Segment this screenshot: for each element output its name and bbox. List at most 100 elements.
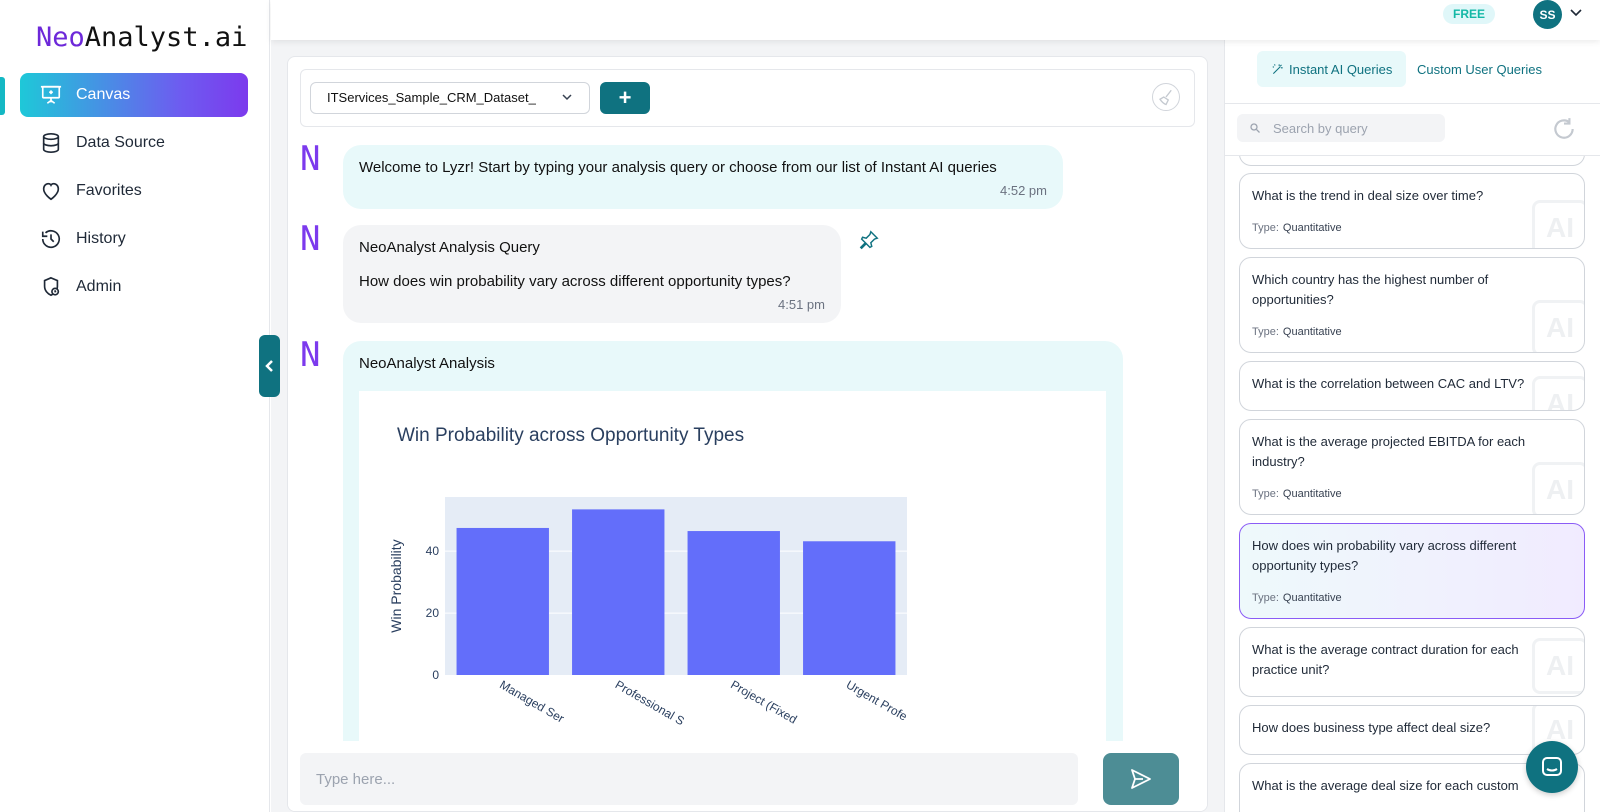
- send-button[interactable]: [1103, 753, 1179, 805]
- chevron-down-icon[interactable]: [1570, 8, 1582, 18]
- ai-chip-icon: AI: [1532, 462, 1584, 514]
- sidebar-item-label: History: [76, 230, 126, 247]
- query-card[interactable]: What is the correlation between CAC and …: [1239, 361, 1585, 411]
- x-tick-label: Managed Ser: [497, 677, 566, 725]
- x-tick-label: Professional S: [613, 677, 687, 728]
- database-icon: [38, 131, 64, 155]
- sidebar-item-label: Favorites: [76, 182, 142, 199]
- query-text: How does win probability vary across dif…: [1252, 538, 1517, 573]
- query-card-partial[interactable]: [1239, 156, 1585, 166]
- y-tick-label: 20: [426, 606, 440, 620]
- tab-custom-user-queries[interactable]: Custom User Queries: [1403, 51, 1556, 87]
- history-icon: [38, 227, 64, 251]
- queries-tabs: Instant AI Queries Custom User Queries: [1225, 40, 1600, 104]
- chevron-left-icon: [264, 360, 273, 372]
- message-timestamp: 4:52 pm: [1000, 183, 1047, 198]
- query-list: What is the trend in deal size over time…: [1225, 156, 1600, 812]
- x-tick-label: Project (Fixed: [728, 677, 799, 726]
- assistant-avatar: N: [300, 139, 321, 179]
- bar: [803, 541, 896, 675]
- send-icon: [1131, 769, 1151, 789]
- user-avatar[interactable]: SS: [1533, 0, 1562, 29]
- x-tick-label: Urgent Profe: [844, 677, 910, 723]
- sidebar-nav: Canvas Data Source Favorites History Adm…: [20, 73, 248, 313]
- sidebar-item-label: Admin: [76, 278, 122, 295]
- collapse-sidebar-button[interactable]: [259, 335, 280, 397]
- tab-label: Custom User Queries: [1417, 61, 1542, 77]
- chat-message-query: NeoAnalyst Analysis Query How does win p…: [343, 225, 841, 323]
- message-title: NeoAnalyst Analysis Query: [359, 239, 540, 256]
- sidebar: NeoAnalyst.ai Canvas Data Source Favorit…: [0, 0, 270, 812]
- bar: [572, 509, 665, 675]
- query-type: Type: Quantitative: [1252, 326, 1342, 338]
- query-card[interactable]: How does business type affect deal size?…: [1239, 705, 1585, 755]
- query-search-row: [1225, 104, 1600, 156]
- query-type: Type: Quantitative: [1252, 592, 1342, 604]
- assistant-avatar: N: [300, 219, 321, 259]
- heart-icon: [38, 179, 64, 203]
- query-text: What is the average contract duration fo…: [1252, 642, 1519, 677]
- ai-chip-icon: AI: [1532, 376, 1584, 410]
- query-card[interactable]: What is the average contract duration fo…: [1239, 627, 1585, 697]
- sidebar-item-favorites[interactable]: Favorites: [20, 169, 248, 213]
- message-text: Welcome to Lyzr! Start by typing your an…: [359, 159, 997, 176]
- chevron-down-icon: [562, 94, 572, 101]
- ai-chip-icon: AI: [1532, 200, 1584, 248]
- query-text: How does business type affect deal size?: [1252, 720, 1491, 735]
- ai-chip-icon: AI: [1532, 300, 1584, 352]
- bar: [456, 527, 549, 675]
- query-text: What is the average projected EBITDA for…: [1252, 434, 1526, 469]
- refresh-icon[interactable]: [1551, 116, 1577, 142]
- query-type: Type: Quantitative: [1252, 222, 1342, 234]
- chat-input-area: [288, 741, 1207, 811]
- add-dataset-button[interactable]: +: [600, 82, 650, 114]
- tab-label: Instant AI Queries: [1289, 61, 1393, 77]
- query-type: Type: Quantitative: [1252, 488, 1342, 500]
- broom-icon: [1159, 89, 1172, 106]
- pin-icon[interactable]: [858, 229, 880, 251]
- ai-chip-icon: AI: [1532, 706, 1584, 754]
- query-text: What is the average deal size for each c…: [1252, 778, 1519, 793]
- dataset-select[interactable]: ITServices_Sample_CRM_Dataset_: [310, 82, 590, 114]
- sidebar-item-data-source[interactable]: Data Source: [20, 121, 248, 165]
- search-icon: [1250, 123, 1260, 133]
- query-card[interactable]: What is the trend in deal size over time…: [1239, 173, 1585, 249]
- sidebar-item-history[interactable]: History: [20, 217, 248, 261]
- y-tick-label: 40: [426, 544, 440, 558]
- query-search-box: [1237, 114, 1445, 142]
- dataset-select-value: ITServices_Sample_CRM_Dataset_: [327, 90, 536, 105]
- bar: [687, 531, 780, 675]
- query-text: What is the trend in deal size over time…: [1252, 188, 1484, 203]
- y-axis-label: Win Probability: [388, 539, 404, 632]
- query-text: Which country has the highest number of …: [1252, 272, 1489, 307]
- top-bar: FREE SS: [271, 0, 1600, 40]
- query-card[interactable]: What is the average projected EBITDA for…: [1239, 419, 1585, 515]
- query-text: What is the correlation between CAC and …: [1252, 376, 1525, 391]
- main-area: ITServices_Sample_CRM_Dataset_ + N Welco…: [271, 40, 1224, 812]
- sidebar-item-canvas[interactable]: Canvas: [20, 73, 248, 117]
- tab-instant-ai-queries[interactable]: Instant AI Queries: [1257, 51, 1407, 87]
- clear-chat-button[interactable]: [1152, 83, 1180, 111]
- query-card-selected[interactable]: How does win probability vary across dif…: [1239, 523, 1585, 619]
- chat-input[interactable]: [300, 753, 1078, 805]
- admin-shield-icon: [38, 275, 64, 299]
- query-search-input[interactable]: [1273, 118, 1438, 138]
- ai-chip-icon: AI: [1532, 638, 1584, 694]
- bar-chart: 0 20 40 Managed Ser Professional S Project (F…: [388, 497, 910, 728]
- presentation-icon: [38, 83, 64, 107]
- query-card[interactable]: Which country has the highest number of …: [1239, 257, 1585, 353]
- message-timestamp: 4:51 pm: [778, 297, 825, 312]
- active-nav-indicator: [0, 77, 5, 115]
- assistant-avatar: N: [300, 335, 321, 375]
- canvas-toolbar: ITServices_Sample_CRM_Dataset_ +: [300, 69, 1195, 127]
- sidebar-item-label: Canvas: [76, 86, 131, 103]
- support-chat-button[interactable]: [1526, 741, 1578, 793]
- chart-title: Win Probability across Opportunity Types: [397, 425, 745, 446]
- y-tick-label: 0: [432, 668, 439, 682]
- app-logo[interactable]: NeoAnalyst.ai: [36, 22, 248, 53]
- chat-bubble-icon: [1542, 757, 1562, 776]
- plan-badge: FREE: [1442, 4, 1495, 24]
- message-text: How does win probability vary across dif…: [359, 273, 791, 290]
- sidebar-item-admin[interactable]: Admin: [20, 265, 248, 309]
- message-title: NeoAnalyst Analysis: [359, 355, 495, 372]
